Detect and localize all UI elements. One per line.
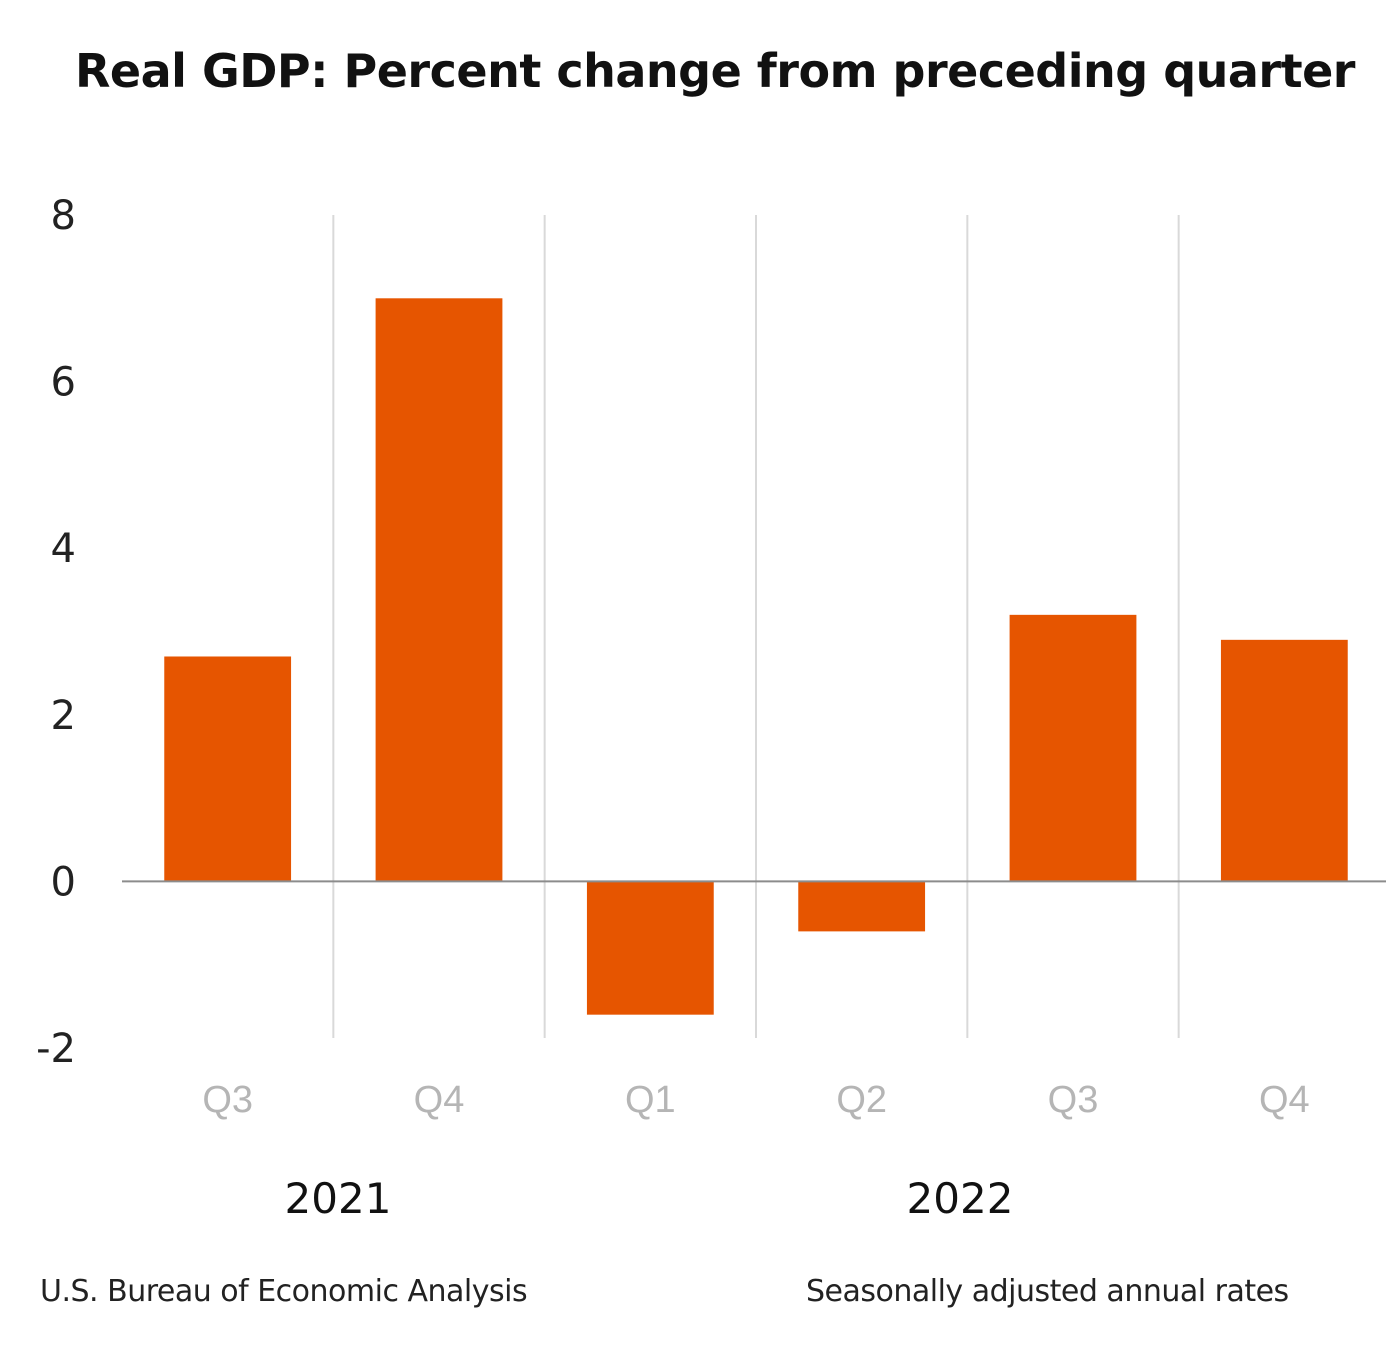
bar-chart: -2 0 2 4 6 8 Q3 Q4 Q1 Q2 Q3 Q4 2021 2022: [36, 193, 1386, 1223]
year-group-label: 2022: [907, 1174, 1014, 1223]
bar: [375, 298, 503, 882]
x-tick-label: Q4: [1259, 1079, 1310, 1121]
source-note: U.S. Bureau of Economic Analysis: [40, 1274, 528, 1309]
x-tick-label: Q4: [414, 1079, 465, 1121]
y-tick-label: 0: [51, 859, 76, 905]
rates-note: Seasonally adjusted annual rates: [806, 1274, 1289, 1309]
y-tick-label: 8: [51, 193, 76, 239]
y-tick-label: 2: [51, 693, 76, 739]
x-tick-label: Q1: [625, 1079, 676, 1121]
year-group-label: 2021: [285, 1174, 392, 1223]
x-tick-label: Q2: [836, 1079, 887, 1121]
x-tick-label: Q3: [202, 1079, 253, 1121]
bar: [586, 881, 714, 1015]
chart-title: Real GDP: Percent change from preceding …: [75, 44, 1355, 98]
y-tick-label: -2: [36, 1026, 76, 1072]
bar: [164, 656, 292, 882]
bar: [1220, 639, 1348, 882]
bar: [798, 881, 926, 932]
x-tick-label: Q3: [1048, 1079, 1099, 1121]
y-tick-label: 4: [51, 526, 76, 572]
y-tick-label: 6: [51, 360, 76, 406]
bar: [1009, 614, 1137, 882]
